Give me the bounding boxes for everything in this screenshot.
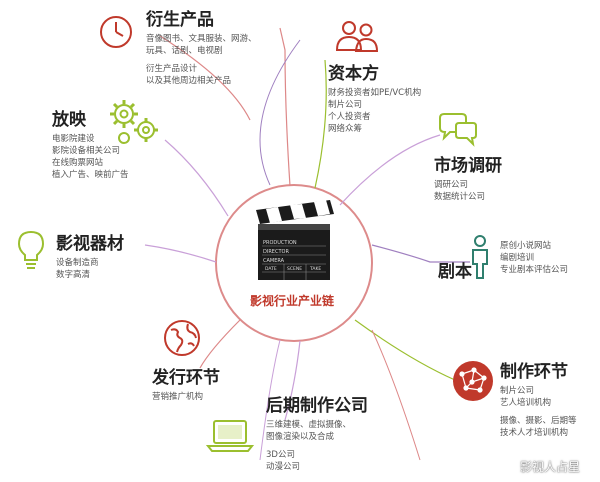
node-title: 放映: [52, 110, 86, 130]
connector-fangying: [164, 139, 229, 217]
node-faxing: 发行环节 营销推广机构: [152, 368, 220, 403]
node-line: 个人投资者: [328, 112, 371, 122]
node-line: 音像图书、文具服装、网游、: [146, 34, 257, 44]
network-globe-icon: [453, 361, 493, 401]
clapper-footer-scene: SCENE: [287, 266, 302, 272]
node-line: 艺人培训机构: [500, 398, 552, 408]
node-line: 玩具、话剧、电视剧: [146, 46, 223, 56]
clapper-line1: PRODUCTION: [263, 240, 297, 246]
connector-qicai: [144, 244, 217, 263]
node-line: 在线购票网站: [52, 158, 104, 168]
node-line: 网络众筹: [328, 124, 363, 134]
connector-top-curve: [259, 39, 301, 186]
clapper-line2: DIRECTOR: [263, 249, 289, 255]
node-line: 技术人才培训机构: [500, 428, 569, 438]
node-zhizuo: 制作环节 制片公司 艺人培训机构 摄像、摄影、后期等 技术人才培训机构: [500, 362, 577, 439]
lightbulb-icon: [17, 230, 45, 269]
node-title: 后期制作公司: [266, 396, 368, 416]
person-icon: [472, 235, 488, 279]
node-line: 专业剧本评估公司: [500, 265, 569, 275]
laptop-icon: [206, 420, 254, 452]
connector-juben: [371, 244, 470, 263]
node-line: 财务投资者如PE/VC机构: [328, 88, 422, 98]
clapper-line3: CAMERA: [263, 258, 285, 264]
clock-icon: [100, 16, 132, 48]
node-line: 摄像、摄影、后期等: [500, 416, 577, 426]
node-title: 剧本: [438, 262, 472, 282]
connector-houqi: [284, 340, 301, 421]
node-line: 影院设备相关公司: [52, 146, 121, 156]
node-yansheng: 衍生产品 音像图书、文具服装、网游、 玩具、话剧、电视剧 衍生产品设计 以及其他…: [146, 10, 257, 87]
node-title: 影视器材: [56, 234, 124, 254]
connector-zhizuo: [354, 319, 456, 381]
connector-ziben: [314, 59, 327, 189]
people-icon: [335, 21, 379, 52]
node-ziben: 资本方 财务投资者如PE/VC机构 制片公司 个人投资者 网络众筹: [328, 64, 421, 135]
connector-right-bottom: [371, 329, 421, 461]
node-juben: 剧本: [438, 262, 472, 282]
node-title: 衍生产品: [146, 10, 214, 30]
node-houqi: 后期制作公司 三维建模、虚拟摄像、 图像渲染以及合成 3D公司 动漫公司: [266, 396, 368, 473]
node-line: 设备制造商: [56, 258, 99, 268]
watermark-text: 影视人占星: [520, 460, 581, 474]
node-line: 三维建模、虚拟摄像、: [266, 420, 352, 430]
node-line: 营销推广机构: [152, 392, 204, 402]
chat-bubbles-icon: [439, 113, 477, 147]
clapperboard-icon: PRODUCTION DIRECTOR CAMERA DATE SCENE TA…: [256, 200, 334, 280]
node-line: 电影院建设: [52, 134, 95, 144]
node-qicai: 影视器材 设备制造商 数字高清: [56, 234, 124, 281]
node-title: 市场调研: [434, 156, 502, 176]
node-line: 动漫公司: [266, 462, 301, 472]
node-line: 图像渲染以及合成: [266, 432, 335, 442]
node-line: 制片公司: [500, 386, 535, 396]
globe-icon: [164, 320, 200, 356]
connector-shichang: [339, 134, 441, 206]
node-title: 制作环节: [500, 362, 568, 382]
node-line: 原创小说网站: [500, 241, 552, 251]
connector-center-bottom: [259, 339, 281, 461]
connector-yansheng-2: [159, 35, 251, 121]
node-line: 衍生产品设计: [146, 64, 198, 74]
node-title: 发行环节: [152, 368, 220, 388]
node-fangying: 放映 电影院建设 影院设备相关公司 在线购票网站 植入广告、映前广告: [52, 110, 129, 181]
clapper-footer-take: TAKE: [309, 266, 321, 272]
node-line: 以及其他周边相关产品: [146, 76, 232, 86]
center-label: 影视行业产业链: [250, 294, 335, 308]
node-line: 植入广告、映前广告: [52, 170, 129, 180]
node-line: 制片公司: [328, 100, 363, 110]
node-line: 编剧培训: [500, 253, 535, 263]
node-juben-details: 原创小说网站 编剧培训 专业剧本评估公司: [500, 240, 568, 276]
node-title: 资本方: [328, 64, 379, 84]
gears-icon: [110, 100, 158, 144]
node-line: 3D公司: [266, 450, 295, 460]
node-line: 调研公司: [434, 180, 469, 190]
connector-faxing: [199, 319, 241, 369]
node-shichang: 市场调研 调研公司 数据统计公司: [434, 156, 502, 203]
clapper-footer-date: DATE: [265, 266, 277, 272]
node-line: 数字高清: [56, 270, 91, 280]
node-line: 数据统计公司: [434, 192, 486, 202]
connector-yansheng: [279, 27, 291, 187]
